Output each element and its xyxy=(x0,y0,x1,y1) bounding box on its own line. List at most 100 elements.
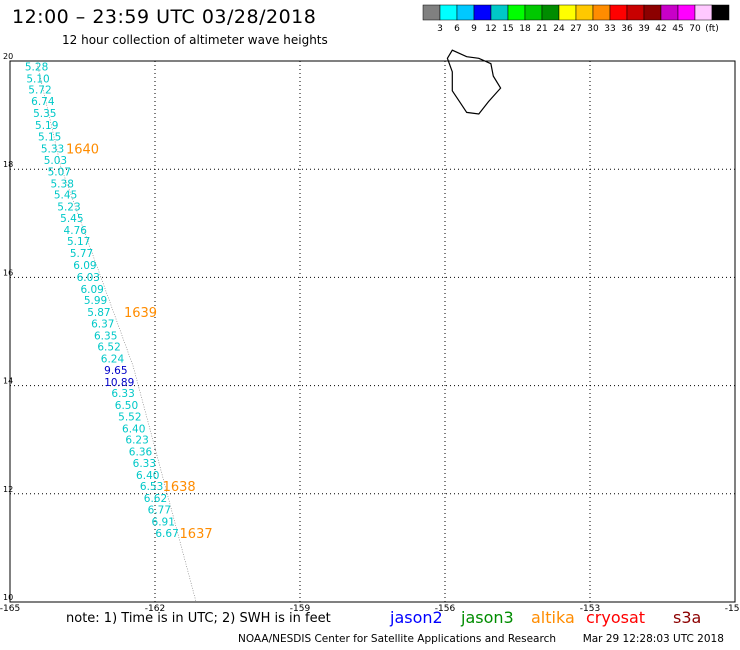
page-title: 12:00 – 23:59 UTC 03/28/2018 xyxy=(12,6,317,28)
legend-label: 24 xyxy=(553,24,565,34)
legend-label: 27 xyxy=(570,24,581,34)
wave-height-value: 5.10 xyxy=(26,73,49,85)
legend-label: 33 xyxy=(604,24,615,34)
satellite-legend-jason3: jason3 xyxy=(461,608,514,627)
wave-height-value: 6.35 xyxy=(94,330,117,342)
wave-height-value: 5.77 xyxy=(70,248,93,260)
legend-swatch xyxy=(677,4,696,21)
y-tick-label: 20 xyxy=(3,52,13,61)
wave-height-value: 5.72 xyxy=(28,85,51,97)
wave-height-value: 5.17 xyxy=(67,236,90,248)
page-subtitle: 12 hour collection of altimeter wave hei… xyxy=(62,33,328,47)
wave-height-value: 5.19 xyxy=(35,120,58,132)
wave-height-value: 6.37 xyxy=(91,318,114,330)
legend-swatch xyxy=(524,4,543,21)
legend-label: 70 xyxy=(689,24,701,34)
wave-height-value: 5.03 xyxy=(44,155,67,167)
wave-height-value: 5.28 xyxy=(25,61,48,73)
y-tick-label: 12 xyxy=(3,485,13,494)
legend-swatch xyxy=(592,4,611,21)
legend-label: 30 xyxy=(587,24,599,34)
legend-label: 9 xyxy=(471,24,477,34)
wave-height-value: 6.77 xyxy=(148,504,171,516)
satellite-legend-s3a: s3a xyxy=(673,608,702,627)
satellite-track: 5.285.105.726.745.355.195.155.335.035.07… xyxy=(25,60,213,603)
legend-swatch xyxy=(541,4,560,21)
legend-label: 3 xyxy=(437,24,443,34)
x-tick-label: -156 xyxy=(435,604,456,614)
wave-height-value: 6.40 xyxy=(122,423,145,435)
pass-number-label: 1638 xyxy=(163,480,196,495)
wave-height-value: 5.45 xyxy=(60,213,83,225)
legend-swatch xyxy=(558,4,577,21)
satellite-legend-cryosat: cryosat xyxy=(586,608,646,627)
legend-label: 15 xyxy=(502,24,513,34)
legend-swatch xyxy=(439,4,458,21)
wave-height-value: 6.67 xyxy=(155,528,178,540)
track-line xyxy=(36,60,197,603)
island-outline xyxy=(446,49,502,115)
wave-height-value: 6.33 xyxy=(111,388,134,400)
y-tick-label: 10 xyxy=(3,593,13,602)
wave-height-value: 5.15 xyxy=(38,132,61,144)
pass-number-label: 1640 xyxy=(66,143,99,158)
wave-height-value: 5.33 xyxy=(41,144,64,156)
legend-swatch xyxy=(456,4,475,21)
wave-height-value: 9.65 xyxy=(104,365,127,377)
legend-swatch xyxy=(507,4,526,21)
pass-number-label: 1637 xyxy=(180,527,213,542)
wave-height-value: 5.87 xyxy=(87,307,110,319)
legend-swatch xyxy=(473,4,492,21)
plot-frame xyxy=(9,60,736,603)
legend-label: 39 xyxy=(638,24,650,34)
wave-height-value: 6.24 xyxy=(101,354,125,366)
wave-height-value: 6.74 xyxy=(31,96,55,108)
wave-height-value: 5.45 xyxy=(54,190,77,202)
wave-height-value: 5.07 xyxy=(48,166,71,178)
legend-label: (ft) xyxy=(705,24,719,34)
wave-height-value: 6.50 xyxy=(115,400,138,412)
y-tick-label: 14 xyxy=(3,377,13,386)
wave-height-value: 5.23 xyxy=(57,202,80,214)
satellite-legend-altika: altika xyxy=(531,608,575,627)
wave-height-value: 6.53 xyxy=(140,481,163,493)
wave-height-value: 5.35 xyxy=(33,108,56,120)
x-tick-label: -162 xyxy=(145,604,165,614)
wave-height-value: 6.33 xyxy=(133,458,156,470)
wave-height-value: 6.09 xyxy=(80,284,103,296)
legend-swatch xyxy=(490,4,509,21)
footer-credit: NOAA/NESDIS Center for Satellite Applica… xyxy=(238,633,724,645)
wave-height-value: 10.89 xyxy=(104,377,134,389)
legend-label: 6 xyxy=(454,24,460,34)
y-tick-label: 18 xyxy=(3,160,13,169)
wave-height-value: 5.99 xyxy=(84,295,107,307)
legend-swatch xyxy=(694,4,713,21)
wave-height-value: 6.23 xyxy=(125,435,148,447)
legend-swatch xyxy=(711,4,730,21)
legend-label: 18 xyxy=(519,24,531,34)
x-tick-label: -165 xyxy=(0,604,20,614)
legend-label: 45 xyxy=(672,24,683,34)
wave-height-value: 6.03 xyxy=(77,272,100,284)
credit-timestamp: Mar 29 12:28:03 UTC 2018 xyxy=(582,633,724,645)
legend-label: 36 xyxy=(621,24,633,34)
satellite-legend-jason2: jason2 xyxy=(390,608,443,627)
x-tick-label: -153 xyxy=(580,604,600,614)
wave-height-value: 6.09 xyxy=(73,260,96,272)
footer-note: note: 1) Time is in UTC; 2) SWH is in fe… xyxy=(66,611,331,626)
x-tick-label: -159 xyxy=(290,604,311,614)
legend-label: 42 xyxy=(655,24,666,34)
pass-number-label: 1639 xyxy=(124,306,157,321)
legend-label: 12 xyxy=(485,24,496,34)
legend-label: 21 xyxy=(536,24,547,34)
legend-swatch xyxy=(609,4,628,21)
wave-height-value: 4.76 xyxy=(64,225,88,237)
wave-height-value: 6.62 xyxy=(144,493,167,505)
legend-swatch xyxy=(575,4,594,21)
wave-height-value: 6.52 xyxy=(97,342,120,354)
y-tick-label: 16 xyxy=(3,268,13,277)
legend-swatch xyxy=(626,4,645,21)
wave-height-value: 5.52 xyxy=(118,411,141,423)
wave-height-value: 6.91 xyxy=(152,516,175,528)
